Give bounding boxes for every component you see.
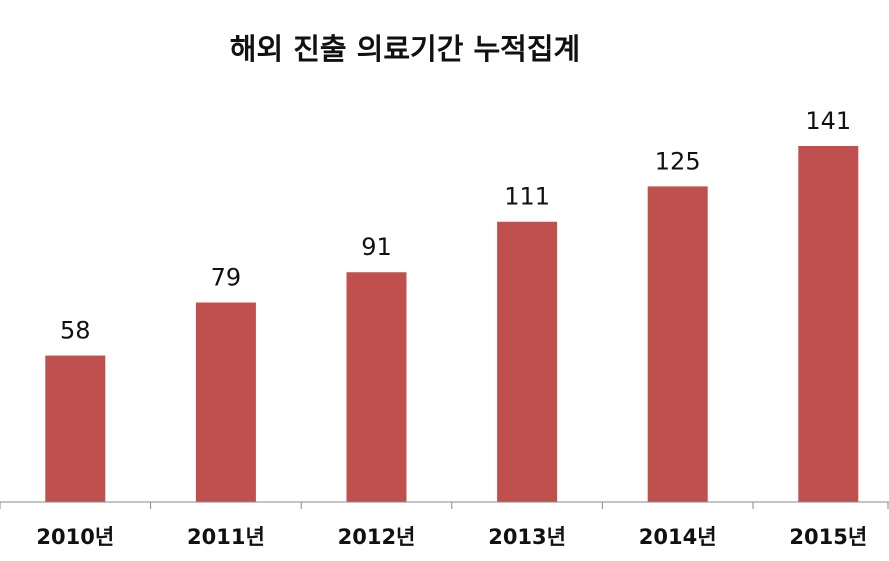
bar-2014년 — [647, 186, 708, 502]
chart-title: 해외 진출 의료기간 누적집계 — [229, 32, 581, 66]
data-label: 141 — [805, 107, 851, 135]
x-tick-label: 2010년 — [36, 525, 114, 549]
bar-2011년 — [195, 302, 256, 502]
bar-2010년 — [45, 355, 106, 502]
x-tick-label: 2014년 — [639, 525, 717, 549]
labels-group: 58 2010년 79 2011년 91 2012년 111 2013년 125 2014년 141… — [36, 107, 867, 549]
data-label: 91 — [361, 233, 392, 261]
x-tick-label: 2011년 — [187, 525, 265, 549]
bar-2013년 — [497, 221, 558, 502]
x-tick-label: 2015년 — [789, 525, 867, 549]
data-label: 79 — [211, 264, 242, 292]
data-label: 111 — [504, 183, 550, 211]
data-label: 125 — [655, 147, 701, 175]
x-axis — [0, 501, 889, 509]
bars-group — [45, 146, 859, 502]
data-label: 58 — [60, 317, 91, 345]
x-tick-label: 2013년 — [488, 525, 566, 549]
bar-2012년 — [346, 272, 407, 502]
bar-2015년 — [798, 146, 859, 502]
x-tick-label: 2012년 — [338, 525, 416, 549]
